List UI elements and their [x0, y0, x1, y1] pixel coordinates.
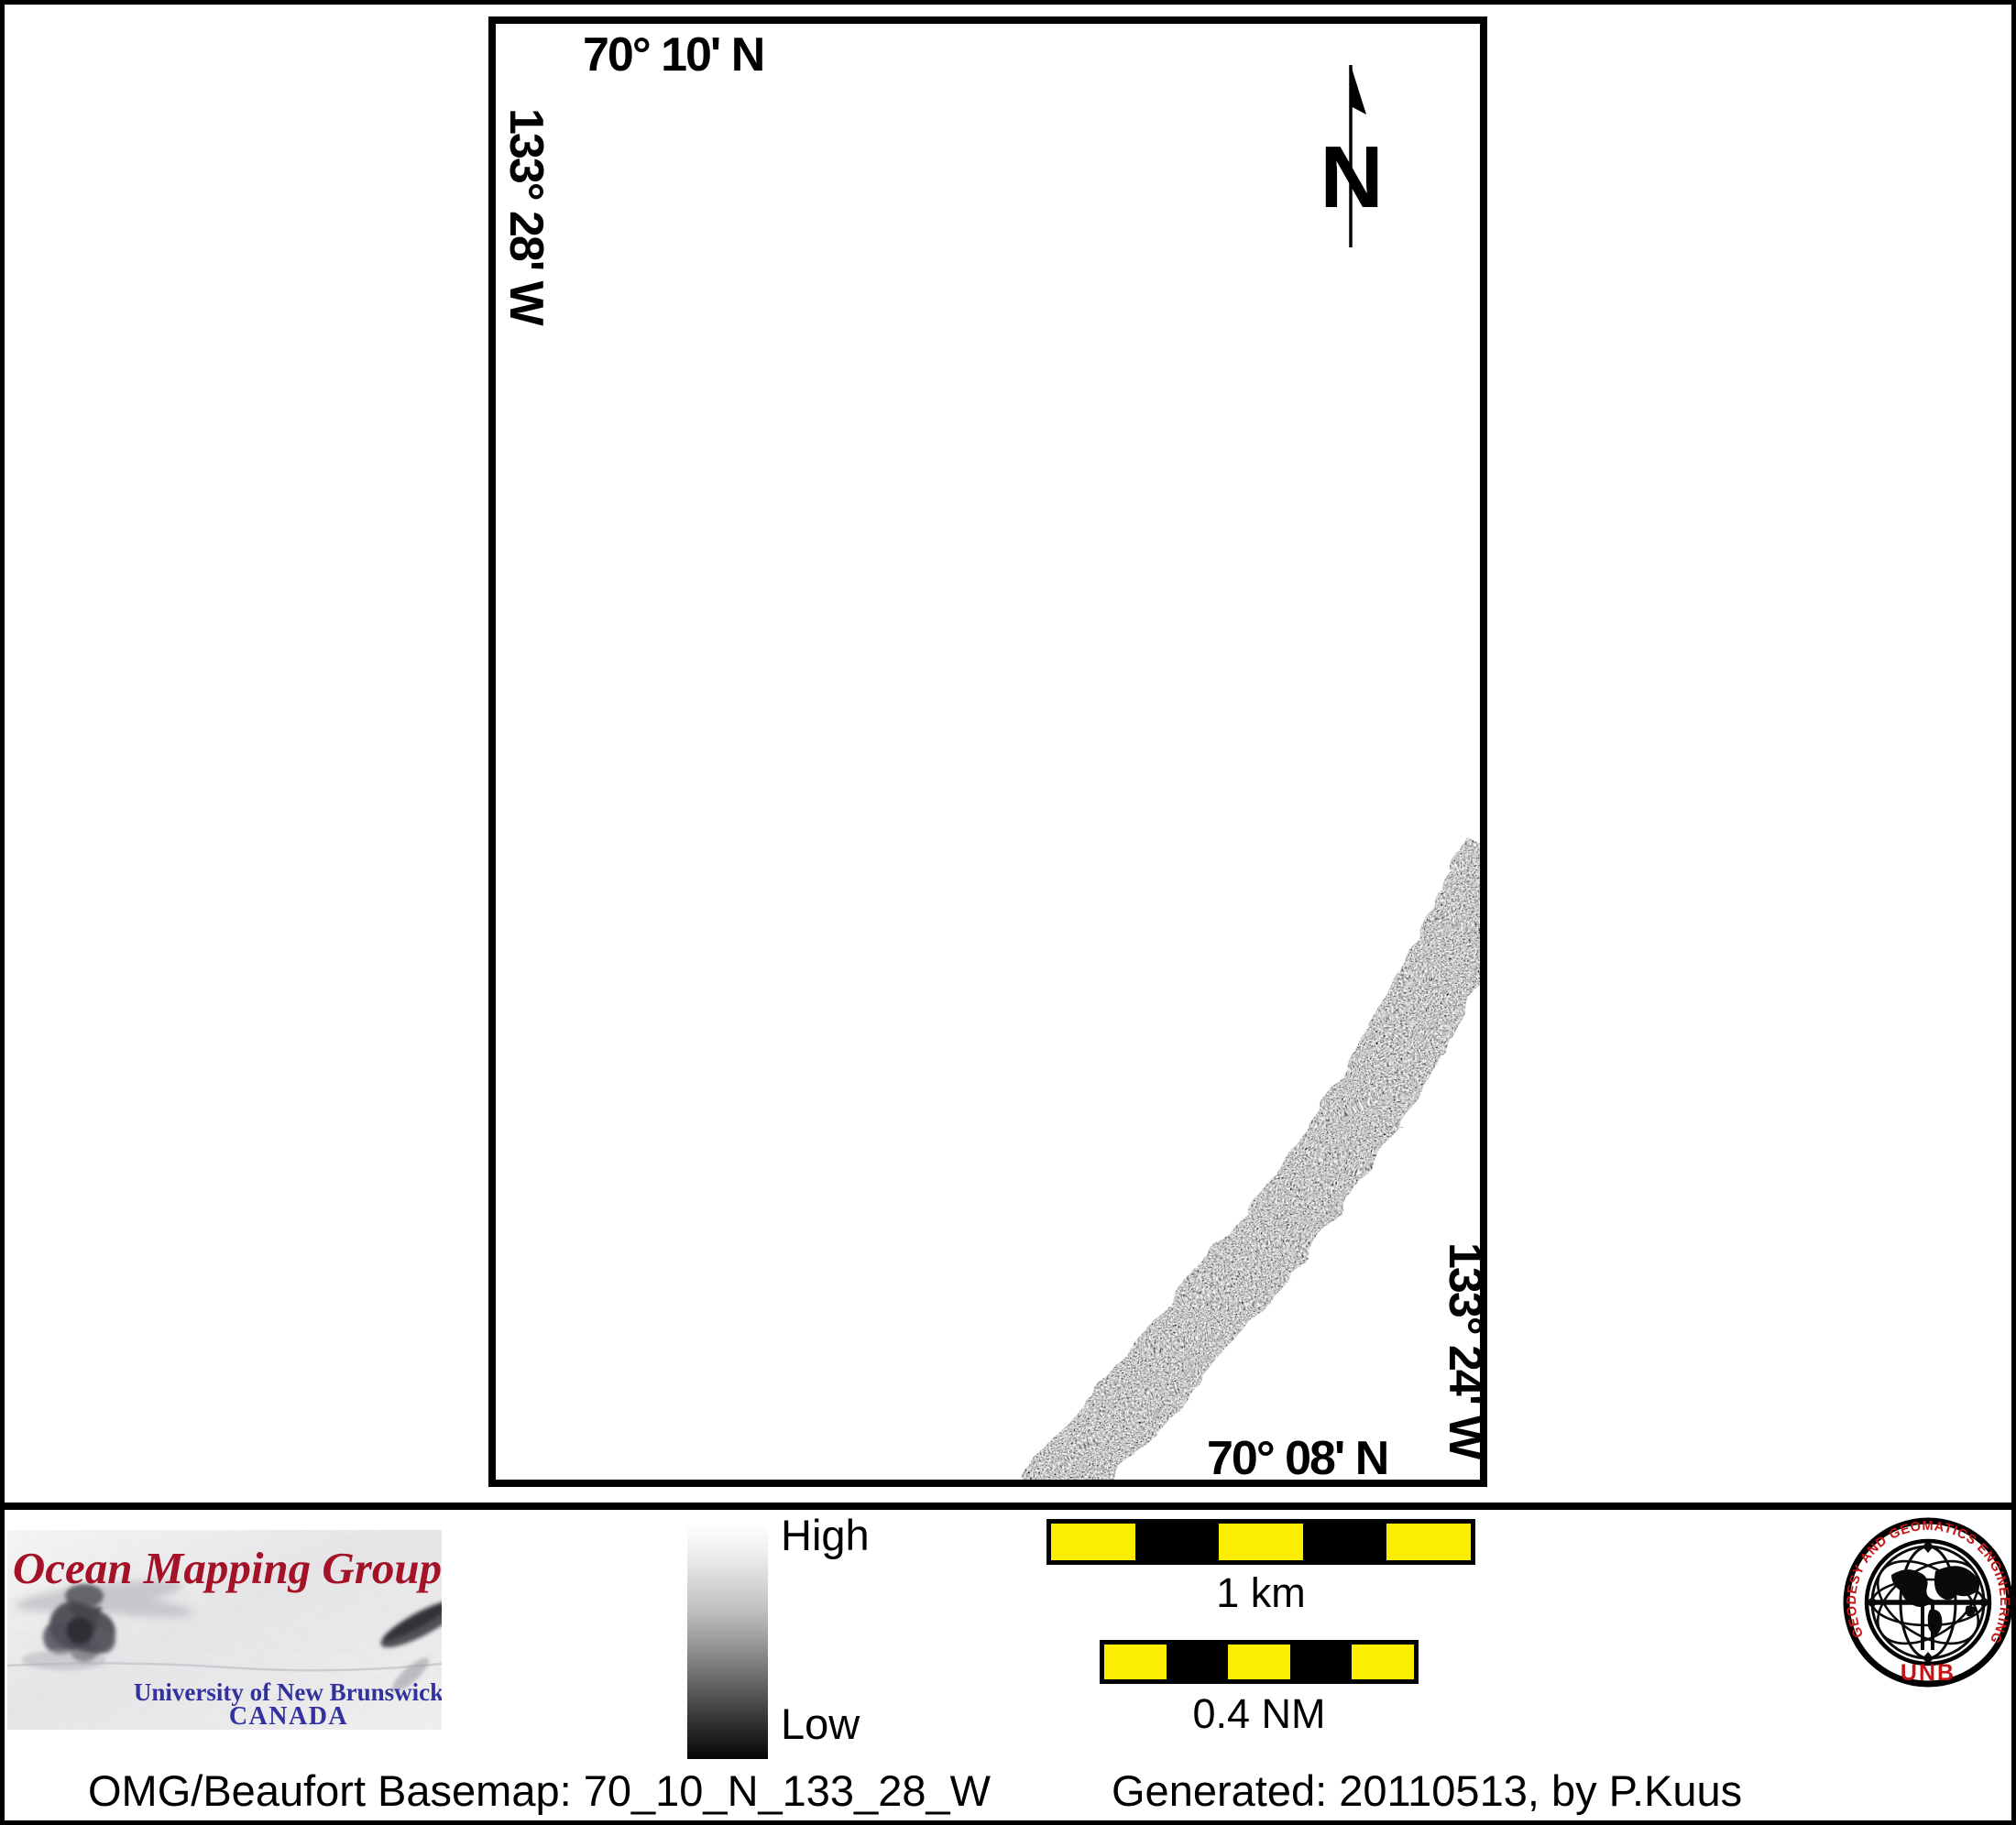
scalebar-segment — [1051, 1524, 1135, 1560]
sonar-swath-track — [1011, 831, 1480, 1480]
omg-logo-left-shadow — [15, 1579, 193, 1670]
scalebar-segment — [1228, 1645, 1290, 1679]
unb-seal: GEODESY AND GEOMATICS ENGINEERING UNB — [1843, 1517, 2013, 1688]
omg-logo-country: CANADA — [229, 1702, 348, 1730]
scalebar-km — [1046, 1519, 1475, 1565]
seal-globe-continents — [1891, 1566, 1979, 1635]
scalebar-nm — [1100, 1640, 1419, 1684]
scalebar-segment — [1289, 1645, 1353, 1679]
gradient-high-label: High — [781, 1511, 870, 1559]
footer-generated-info: Generated: 20110513, by P.Kuus — [1112, 1766, 1743, 1815]
coord-label-top: 70° 10' N — [583, 28, 765, 82]
backscatter-gradient-bar — [687, 1524, 768, 1759]
scalebar-segment — [1302, 1524, 1387, 1560]
seal-acronym: UNB — [1901, 1660, 1956, 1686]
north-arrow: N — [1320, 65, 1384, 247]
coord-label-bottom: 70° 08' N — [1207, 1432, 1389, 1485]
seal-globe-ticks — [1866, 1540, 1990, 1665]
scalebar-segment — [1134, 1524, 1220, 1560]
map-frame: 70° 10' N 133° 28' W 133° 24' W 70° 08' … — [488, 16, 1487, 1487]
omg-logo-title: Ocean Mapping Group — [13, 1543, 442, 1593]
north-arrow-flag — [1351, 65, 1366, 115]
seal-globe — [1866, 1540, 1990, 1665]
scalebar-segment — [1104, 1645, 1167, 1679]
sonar-swath — [1011, 831, 1480, 1480]
omg-logo: Ocean Mapping Group University of New Br… — [7, 1530, 442, 1730]
coord-label-left: 133° 28' W — [499, 108, 553, 324]
scalebar-segment — [1219, 1524, 1303, 1560]
gradient-low-label: Low — [781, 1699, 860, 1748]
north-arrow-letter: N — [1320, 128, 1383, 226]
scalebar-segment — [1352, 1645, 1414, 1679]
scalebar-segment — [1166, 1645, 1229, 1679]
coord-label-right: 133° 24' W — [1439, 1242, 1487, 1459]
scalebar-km-label: 1 km — [1216, 1569, 1306, 1616]
footer-basemap-title: OMG/Beaufort Basemap: 70_10_N_133_28_W — [88, 1766, 991, 1815]
omg-logo-university: University of New Brunswick — [134, 1678, 442, 1706]
panel-separator — [0, 1503, 2016, 1510]
omg-logo-wreck-shadow — [380, 1599, 442, 1692]
scalebar-nm-label: 0.4 NM — [1192, 1690, 1326, 1737]
scalebar-segment — [1386, 1524, 1471, 1560]
